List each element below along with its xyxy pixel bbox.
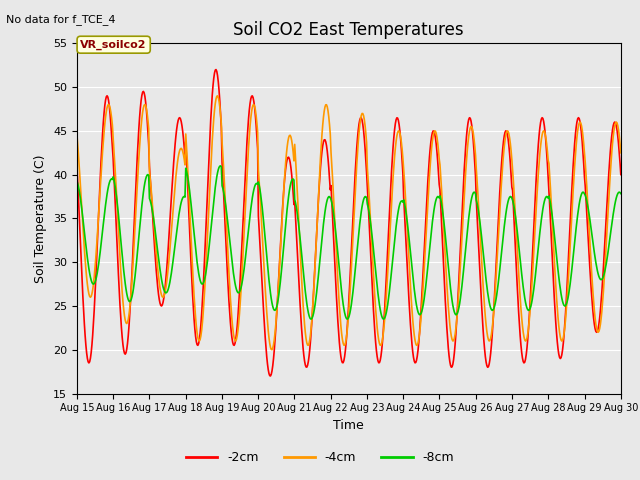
X-axis label: Time: Time — [333, 419, 364, 432]
-2cm — [194, 343, 202, 348]
-2cm — [617, 172, 625, 178]
-4cm — [139, 109, 147, 115]
-8cm — [83, 249, 90, 255]
-4cm — [73, 130, 81, 136]
Text: VR_soilco2: VR_soilco2 — [81, 39, 147, 50]
-2cm — [73, 160, 81, 166]
-2cm — [139, 89, 147, 95]
Line: -4cm: -4cm — [77, 96, 621, 350]
-8cm — [433, 196, 440, 202]
Title: Soil CO2 East Temperatures: Soil CO2 East Temperatures — [234, 21, 464, 39]
Line: -2cm: -2cm — [77, 70, 621, 376]
-8cm — [617, 191, 625, 196]
-2cm — [267, 373, 275, 379]
-4cm — [83, 275, 90, 280]
Y-axis label: Soil Temperature (C): Soil Temperature (C) — [35, 154, 47, 283]
-8cm — [223, 216, 231, 222]
-2cm — [417, 319, 424, 325]
Line: -8cm: -8cm — [77, 166, 621, 319]
-8cm — [73, 178, 81, 184]
-8cm — [380, 316, 387, 322]
-2cm — [212, 67, 220, 72]
-2cm — [83, 350, 90, 356]
-4cm — [433, 131, 440, 136]
-4cm — [617, 150, 625, 156]
-4cm — [268, 347, 276, 353]
-2cm — [433, 141, 440, 147]
-2cm — [223, 270, 231, 276]
Text: No data for f_TCE_4: No data for f_TCE_4 — [6, 14, 116, 25]
Legend: -2cm, -4cm, -8cm: -2cm, -4cm, -8cm — [181, 446, 459, 469]
-4cm — [194, 335, 202, 341]
-4cm — [214, 93, 221, 99]
-4cm — [223, 240, 231, 245]
-4cm — [417, 324, 424, 329]
-8cm — [217, 163, 225, 169]
-8cm — [139, 196, 147, 202]
-8cm — [417, 312, 424, 317]
-8cm — [194, 265, 202, 271]
